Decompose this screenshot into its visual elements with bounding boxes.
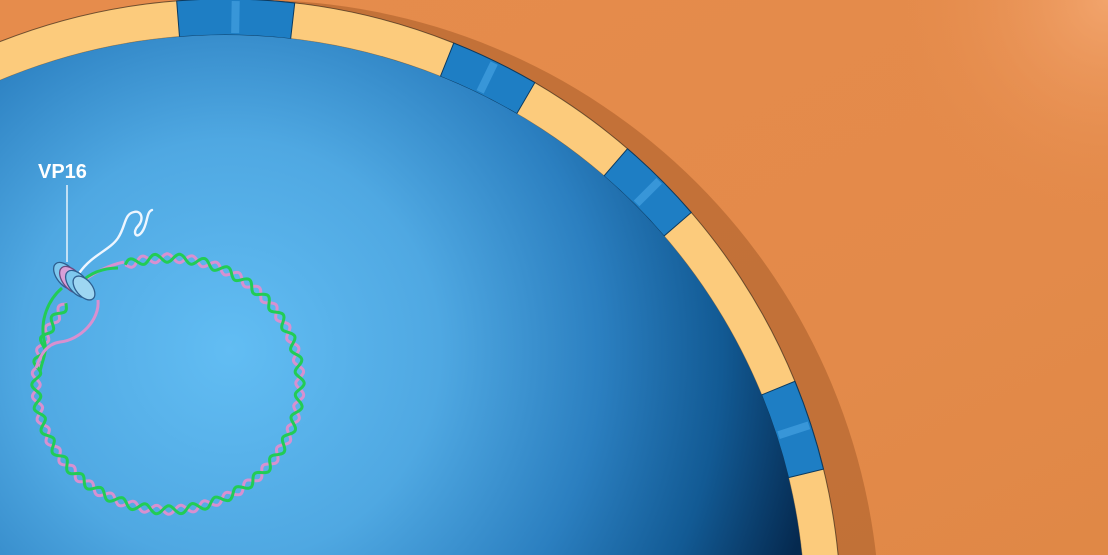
pore-highlight [476, 61, 498, 94]
pore-highlight [231, 1, 240, 34]
dna-strand [30, 252, 306, 516]
viral-dna-circle [30, 252, 306, 516]
nucleoplasm [0, 35, 802, 555]
pore-highlight [777, 421, 811, 439]
dna-strand-end [38, 286, 64, 373]
vp16-tail [78, 208, 154, 274]
vp16-subunit [72, 275, 96, 301]
pore-highlight [633, 178, 662, 207]
dna-strand-end [34, 299, 100, 369]
vp16-protein-complex [52, 208, 154, 301]
vp16-label: VP16 [38, 161, 87, 183]
nuclear-pores [176, 0, 825, 479]
